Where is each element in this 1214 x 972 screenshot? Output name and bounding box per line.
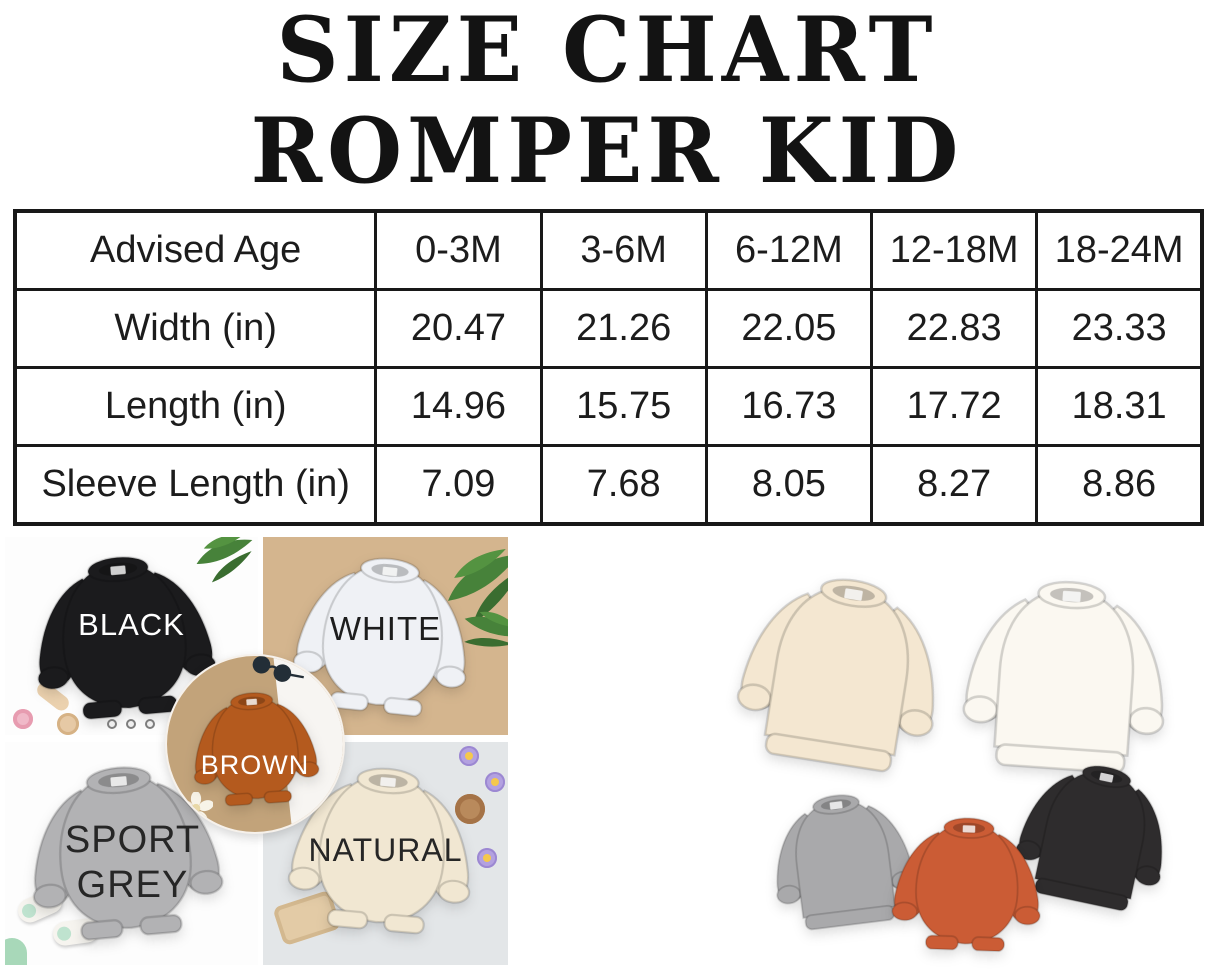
row-label-width: Width (in) — [13, 288, 378, 369]
title-line-2: ROMPER KID — [250, 98, 964, 204]
page-title: SIZE CHART ROMPER KID — [0, 0, 1214, 202]
length-value: 18.31 — [1035, 366, 1204, 447]
purple-flower-decor — [459, 746, 479, 766]
sunglasses-icon — [252, 656, 304, 682]
beige-toy-decor — [57, 713, 79, 735]
white-flower-decor — [179, 792, 213, 826]
row-label-sleeve: Sleeve Length (in) — [13, 444, 378, 526]
sleeve-value: 7.09 — [374, 444, 543, 526]
table-row-width: Width (in) 20.47 21.26 22.05 22.83 23.33 — [13, 288, 1204, 369]
snap-buttons — [107, 719, 155, 729]
sleeve-value: 7.68 — [539, 444, 708, 526]
header-col-6-12m: 6-12M — [704, 209, 874, 291]
photo-brown-colorway: BROWN — [165, 654, 345, 834]
mint-toy-decor — [5, 938, 27, 965]
size-chart-table: Advised Age 0-3M 3-6M 6-12M 12-18M 18-24… — [13, 209, 1204, 526]
header-col-12-18m: 12-18M — [869, 209, 1039, 291]
row-label-length: Length (in) — [13, 366, 378, 447]
header-col-18-24m: 18-24M — [1035, 209, 1204, 291]
width-value: 22.05 — [704, 288, 874, 369]
width-value: 22.83 — [869, 288, 1039, 369]
sleeve-value: 8.27 — [869, 444, 1039, 526]
color-label-black: BLACK — [78, 607, 185, 642]
header-col-0-3m: 0-3M — [374, 209, 543, 291]
color-label-white: WHITE — [329, 610, 442, 647]
width-value: 21.26 — [539, 288, 708, 369]
color-label-sport-grey: SPORT GREY — [64, 819, 201, 906]
wooden-disc-decor — [455, 794, 485, 824]
color-label-natural: NATURAL — [308, 832, 463, 868]
header-col-3-6m: 3-6M — [539, 209, 708, 291]
sleeve-value: 8.86 — [1035, 444, 1204, 526]
purple-flower-decor — [477, 848, 497, 868]
length-value: 17.72 — [869, 366, 1039, 447]
length-value: 16.73 — [704, 366, 874, 447]
header-advised-age: Advised Age — [13, 209, 378, 291]
photo-black-colorway: BLACK — [5, 537, 258, 735]
sleeve-value: 8.05 — [704, 444, 874, 526]
pink-toy-decor — [13, 709, 33, 729]
title-line-1: SIZE CHART — [276, 0, 938, 104]
table-row-length: Length (in) 14.96 15.75 16.73 17.72 18.3… — [13, 366, 1204, 447]
table-header-row: Advised Age 0-3M 3-6M 6-12M 12-18M 18-24… — [13, 209, 1204, 291]
table-row-sleeve: Sleeve Length (in) 7.09 7.68 8.05 8.27 8… — [13, 444, 1204, 526]
photo-sport-grey-colorway: SPORT GREY — [5, 742, 258, 965]
purple-flower-decor — [485, 772, 505, 792]
width-value: 23.33 — [1035, 288, 1204, 369]
colorways-collage: BLACK WHITE SPORT GREY NATURAL — [5, 537, 508, 965]
orange-romper-image — [890, 814, 1045, 954]
color-label-brown: BROWN — [200, 750, 310, 780]
length-value: 14.96 — [374, 366, 543, 447]
width-value: 20.47 — [374, 288, 543, 369]
length-value: 15.75 — [539, 366, 708, 447]
family-flatlay-photo — [620, 535, 1214, 972]
